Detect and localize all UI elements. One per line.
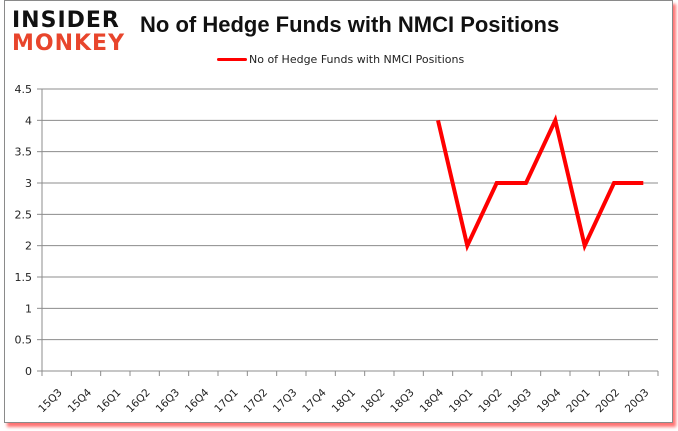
- x-tick-label: 19Q3: [506, 387, 535, 416]
- x-tick-label: 17Q2: [242, 387, 271, 416]
- y-tick-label: 2: [25, 240, 32, 253]
- y-tick-label: 4.5: [15, 83, 33, 96]
- x-tick-label: 15Q3: [36, 387, 65, 416]
- x-tick-label: 19Q4: [535, 386, 564, 415]
- x-tick-label: 16Q2: [124, 387, 153, 416]
- y-tick-label: 2.5: [15, 208, 33, 221]
- x-tick-label: 19Q1: [447, 387, 476, 416]
- legend-line-swatch: [217, 58, 247, 61]
- x-tick-label: 16Q1: [95, 387, 124, 416]
- x-tick-label: 15Q4: [66, 386, 95, 415]
- y-tick-label: 1.5: [15, 271, 33, 284]
- x-tick-label: 18Q1: [330, 387, 359, 416]
- logo-line-1: INSIDER: [12, 8, 120, 33]
- gridlines: [42, 88, 658, 341]
- x-tick-label: 17Q1: [212, 387, 241, 416]
- chart-legend: No of Hedge Funds with NMCI Positions: [217, 53, 464, 66]
- axes: [37, 88, 659, 376]
- legend-label: No of Hedge Funds with NMCI Positions: [249, 53, 465, 66]
- x-tick-label: 16Q3: [154, 387, 183, 416]
- insider-monkey-logo: INSIDER MONKEY: [8, 4, 132, 56]
- tick-labels: 0 0.5 1 1.5 2 2.5 3 3.5 4 4.5 15Q3 15Q4 16Q1 16Q2 16Q3…: [15, 83, 652, 415]
- x-tick-label: 19Q2: [476, 387, 505, 416]
- y-tick-label: 0.5: [15, 334, 33, 347]
- x-tick-label: 20Q1: [564, 387, 593, 416]
- chart-frame: [4, 0, 673, 423]
- chart-title: No of Hedge Funds with NMCI Positions: [140, 12, 560, 37]
- x-tick-label: 17Q4: [300, 386, 329, 415]
- y-tick-label: 3: [25, 177, 32, 190]
- y-tick-label: 1: [25, 302, 32, 315]
- logo-line-2: MONKEY: [12, 31, 126, 56]
- data-series: [436, 114, 644, 252]
- series-line: [436, 114, 644, 252]
- y-tick-label: 4: [25, 114, 32, 127]
- x-tick-label: 17Q3: [271, 387, 300, 416]
- x-tick-label: 20Q2: [594, 387, 623, 416]
- x-tick-label: 16Q4: [183, 386, 212, 415]
- y-tick-label: 3.5: [15, 146, 33, 159]
- y-tick-label: 0: [25, 365, 32, 378]
- x-tick-label: 20Q3: [623, 387, 652, 416]
- x-tick-label: 18Q3: [388, 387, 417, 416]
- x-tick-label: 18Q2: [359, 387, 388, 416]
- x-tick-label: 18Q4: [418, 386, 447, 415]
